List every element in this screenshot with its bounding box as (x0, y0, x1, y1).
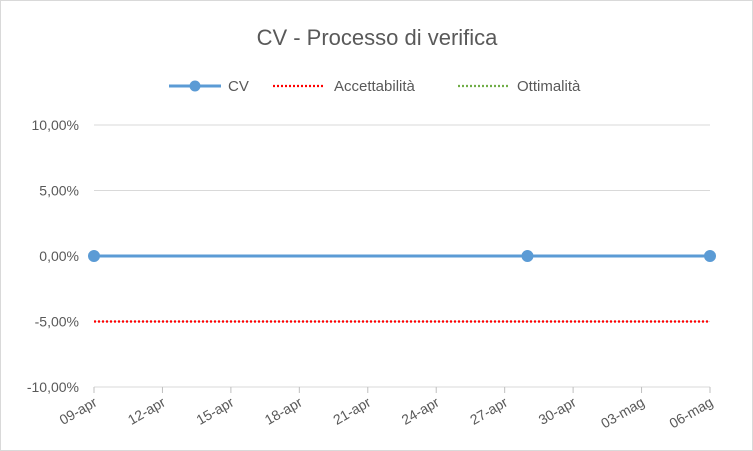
y-tick-label: 0,00% (39, 248, 79, 264)
legend-label: Ottimalità (517, 78, 581, 95)
y-tick-label: 10,00% (32, 117, 79, 133)
x-tick-label: 30-apr (536, 394, 579, 428)
x-tick-label: 09-apr (56, 394, 99, 428)
legend-label: CV (228, 78, 249, 95)
chart-title: CV - Processo di verifica (257, 25, 499, 50)
x-tick-label: 03-mag (598, 394, 647, 432)
x-tick-label: 24-apr (399, 394, 442, 428)
legend-label: Accettabilità (334, 78, 416, 95)
y-tick-label: -5,00% (35, 314, 79, 330)
x-axis: 09-apr 12-apr 15-apr 18-apr 21-apr 24-apr 27-a… (56, 387, 716, 432)
x-tick-label: 15-apr (193, 394, 236, 428)
legend: CV Accettabilità Ottimalità (169, 78, 581, 95)
x-tick-label: 27-apr (467, 394, 510, 428)
series-layer (88, 250, 716, 323)
y-tick-label: 5,00% (39, 183, 79, 199)
x-tick-label: 18-apr (262, 394, 305, 428)
y-tick-label: -10,00% (27, 379, 79, 395)
x-tick-label: 21-apr (330, 394, 373, 428)
x-tick-label: 06-mag (666, 394, 715, 432)
data-point (521, 250, 534, 262)
y-axis: 10,00% 5,00% 0,00% -5,00% -10,00% (27, 117, 79, 395)
x-tick-label: 12-apr (125, 394, 168, 428)
data-point (88, 250, 100, 262)
data-point (704, 250, 716, 262)
legend-marker (189, 80, 201, 92)
